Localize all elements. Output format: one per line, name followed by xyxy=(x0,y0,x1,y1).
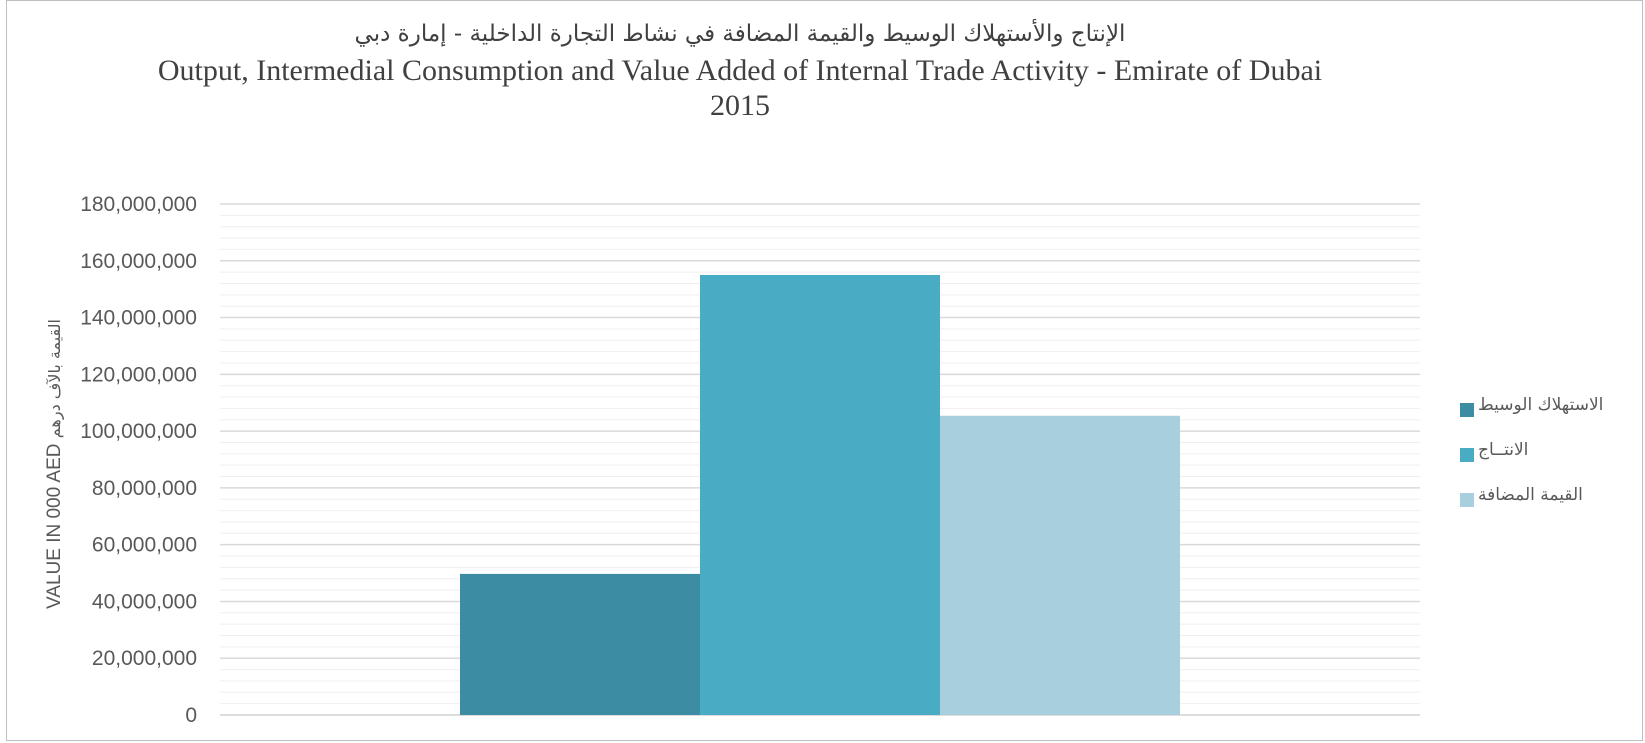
y-tick-label: 180,000,000 xyxy=(80,193,197,216)
y-tick-label: 80,000,000 xyxy=(92,477,197,500)
legend-swatch xyxy=(1460,403,1474,417)
y-tick-label: 160,000,000 xyxy=(80,250,197,273)
legend-label: الانتــاج xyxy=(1478,440,1528,460)
legend-item: القيمة المضافة xyxy=(1460,485,1640,530)
legend-swatch xyxy=(1460,448,1474,462)
legend-label: القيمة المضافة xyxy=(1478,485,1583,505)
bar-series-3 xyxy=(940,416,1180,715)
legend-item: الانتــاج xyxy=(1460,440,1640,485)
bar-series-2 xyxy=(700,275,940,715)
y-tick-label: 20,000,000 xyxy=(92,647,197,670)
legend: الاستهلاك الوسيط الانتــاج القيمة المضافة xyxy=(1460,395,1640,530)
y-tick-label: 120,000,000 xyxy=(80,363,197,386)
y-tick-label: 0 xyxy=(185,704,197,727)
legend-item: الاستهلاك الوسيط xyxy=(1460,395,1640,440)
legend-label: الاستهلاك الوسيط xyxy=(1478,395,1603,415)
legend-swatch xyxy=(1460,493,1474,507)
y-tick-label: 100,000,000 xyxy=(80,420,197,443)
y-tick-label: 140,000,000 xyxy=(80,307,197,330)
y-tick-label: 40,000,000 xyxy=(92,590,197,613)
bar-series-1 xyxy=(460,574,700,715)
y-tick-label: 60,000,000 xyxy=(92,534,197,557)
